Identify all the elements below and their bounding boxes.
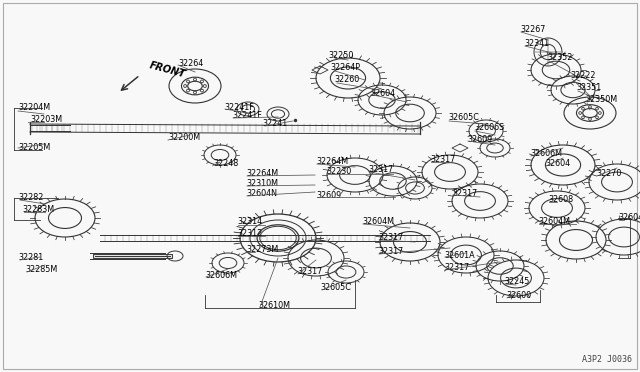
Text: 32264: 32264 xyxy=(178,58,204,67)
Text: 32264P: 32264P xyxy=(330,64,360,73)
Text: 32205M: 32205M xyxy=(18,144,51,153)
Text: 32260: 32260 xyxy=(334,76,359,84)
Text: 32204M: 32204M xyxy=(18,103,50,112)
Text: 32273M: 32273M xyxy=(246,246,278,254)
Text: 32317: 32317 xyxy=(444,263,469,273)
Text: 32270: 32270 xyxy=(596,169,621,177)
Text: 32609: 32609 xyxy=(467,135,492,144)
Text: 32230: 32230 xyxy=(326,167,351,176)
Text: 32604M: 32604M xyxy=(618,214,640,222)
Text: 32312: 32312 xyxy=(237,228,262,237)
Text: 32282: 32282 xyxy=(18,193,44,202)
Text: 32601A: 32601A xyxy=(444,250,475,260)
Text: 32250: 32250 xyxy=(328,51,353,60)
Text: 32222: 32222 xyxy=(570,71,595,80)
Text: 32267: 32267 xyxy=(520,26,545,35)
Text: 32264M: 32264M xyxy=(316,157,348,167)
Text: 32248: 32248 xyxy=(213,158,238,167)
Text: 32341: 32341 xyxy=(524,38,549,48)
Text: 32264M: 32264M xyxy=(246,170,278,179)
Text: 32281: 32281 xyxy=(18,253,44,263)
Text: 32605C: 32605C xyxy=(448,113,479,122)
Text: 32606M: 32606M xyxy=(205,270,237,279)
Text: 32317: 32317 xyxy=(430,155,455,164)
Text: FRONT: FRONT xyxy=(148,60,186,80)
Text: 32604: 32604 xyxy=(545,158,570,167)
Text: 32606S: 32606S xyxy=(474,124,504,132)
Text: 32241: 32241 xyxy=(262,119,287,128)
Text: 32285M: 32285M xyxy=(25,266,57,275)
Text: 32609: 32609 xyxy=(316,190,341,199)
Text: 32608: 32608 xyxy=(548,196,573,205)
Text: 32606M: 32606M xyxy=(530,148,562,157)
Text: A3P2 J0036: A3P2 J0036 xyxy=(582,355,632,364)
Text: 32604N: 32604N xyxy=(246,189,277,199)
Text: 32350M: 32350M xyxy=(585,96,617,105)
Text: 32352: 32352 xyxy=(547,54,572,62)
Text: 32317: 32317 xyxy=(378,234,403,243)
Text: 32351: 32351 xyxy=(576,83,601,93)
Text: 32241F: 32241F xyxy=(224,103,253,112)
Text: 32600: 32600 xyxy=(506,292,531,301)
Text: 32200M: 32200M xyxy=(168,134,200,142)
Text: 32604M: 32604M xyxy=(538,218,570,227)
Text: 32317: 32317 xyxy=(378,247,403,257)
Text: 32605C: 32605C xyxy=(320,283,351,292)
Text: 32604: 32604 xyxy=(370,89,395,97)
Text: 32317: 32317 xyxy=(368,166,393,174)
Text: 32245: 32245 xyxy=(504,278,529,286)
Text: 32310M: 32310M xyxy=(246,180,278,189)
Text: 32604M: 32604M xyxy=(362,218,394,227)
Text: 32283M: 32283M xyxy=(22,205,54,215)
Text: 32241F: 32241F xyxy=(232,112,262,121)
Text: 32317: 32317 xyxy=(452,189,477,198)
Text: 32314: 32314 xyxy=(237,218,262,227)
Text: 32317: 32317 xyxy=(297,267,323,276)
Text: 32203M: 32203M xyxy=(30,115,62,124)
Text: 32610M: 32610M xyxy=(258,301,290,310)
